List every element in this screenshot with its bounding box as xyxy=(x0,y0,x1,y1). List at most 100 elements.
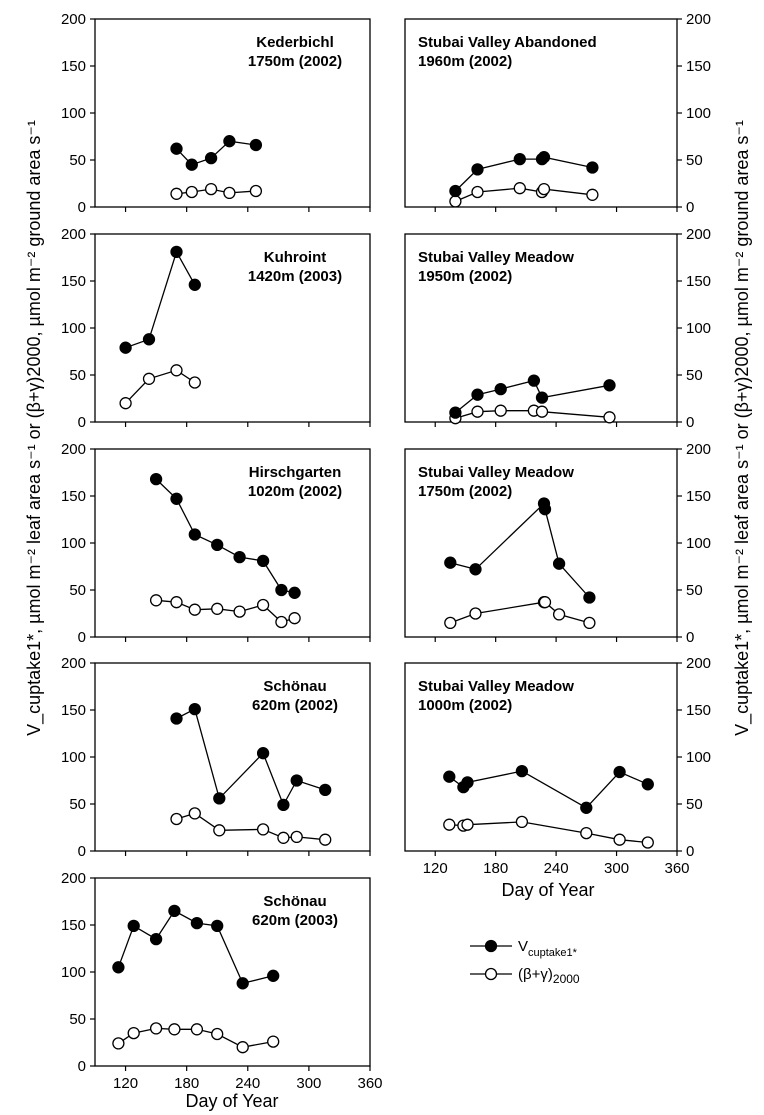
point-open xyxy=(471,185,484,199)
x-tick-label: 120 xyxy=(113,1075,138,1092)
point-filled xyxy=(170,142,183,155)
y-tick-label: 50 xyxy=(69,582,86,599)
panel-title-line1: Stubai Valley Meadow xyxy=(418,249,574,266)
point-filled xyxy=(586,161,599,174)
point-open xyxy=(613,833,626,846)
point-open xyxy=(449,195,462,208)
point-filled xyxy=(188,528,201,541)
legend-filled-marker xyxy=(484,939,498,953)
point-filled xyxy=(288,586,301,599)
x-tick-label: 360 xyxy=(357,1075,382,1092)
point-open xyxy=(515,815,529,829)
point-filled xyxy=(170,245,183,259)
point-filled xyxy=(277,798,290,812)
y-tick-label: 0 xyxy=(78,843,86,860)
point-filled xyxy=(461,776,474,789)
panel-title-line1: Kederbichl xyxy=(256,34,334,51)
point-filled xyxy=(275,583,288,597)
point-open xyxy=(168,1023,181,1036)
x-axis-label-left: Day of Year xyxy=(185,1091,278,1111)
y-tick-label: 200 xyxy=(686,11,711,28)
point-filled xyxy=(552,557,566,570)
point-filled xyxy=(149,472,163,486)
point-filled xyxy=(449,406,462,419)
x-tick-label: 240 xyxy=(235,1075,260,1092)
y-tick-label: 100 xyxy=(61,964,86,981)
point-filled xyxy=(142,333,156,346)
point-filled xyxy=(170,492,183,505)
point-open xyxy=(267,1035,280,1048)
point-open xyxy=(233,605,246,618)
y-tick-label: 200 xyxy=(686,441,711,458)
panel-title-line1: Stubai Valley Abandoned xyxy=(418,34,597,51)
y-tick-label: 0 xyxy=(78,414,86,431)
point-open xyxy=(223,186,236,200)
y-tick-label: 50 xyxy=(686,582,703,599)
y-tick-label: 100 xyxy=(61,749,86,766)
point-open xyxy=(211,602,224,615)
y-tick-label: 200 xyxy=(686,226,711,243)
point-open xyxy=(142,372,156,385)
point-filled xyxy=(256,554,270,568)
point-open xyxy=(127,1026,140,1040)
point-filled xyxy=(515,764,529,778)
point-filled xyxy=(127,919,140,933)
panel-title-line1: Schönau xyxy=(263,893,326,910)
y-tick-label: 0 xyxy=(78,629,86,646)
point-filled xyxy=(211,919,224,933)
point-filled xyxy=(170,712,183,725)
point-filled xyxy=(188,278,201,291)
legend-filled-label: Vcuptake1* xyxy=(518,938,578,959)
y-tick-label: 200 xyxy=(61,441,86,458)
point-open xyxy=(112,1037,125,1050)
x-tick-label: 120 xyxy=(423,860,448,877)
point-open xyxy=(170,187,183,200)
point-open xyxy=(256,598,270,612)
point-filled xyxy=(444,556,457,569)
point-open xyxy=(190,1023,204,1036)
point-open xyxy=(188,603,201,616)
point-filled xyxy=(188,702,201,716)
point-filled xyxy=(583,591,596,604)
y-tick-label: 100 xyxy=(686,535,711,552)
y-tick-label: 50 xyxy=(69,152,86,169)
point-open xyxy=(443,818,456,831)
panel-title-line2: 1000m (2002) xyxy=(418,697,512,714)
point-open xyxy=(170,596,183,609)
series-line-filled xyxy=(125,250,196,349)
y-tick-label: 50 xyxy=(69,367,86,384)
point-open xyxy=(471,405,484,418)
y-tick-label: 0 xyxy=(78,199,86,216)
panel-7: 0 50 100 150 200 Stubai Valley Meadow 1750m (2… xyxy=(404,441,711,646)
point-filled xyxy=(580,801,593,814)
point-filled xyxy=(267,969,280,982)
point-open xyxy=(535,405,549,418)
y-tick-label: 0 xyxy=(78,1058,86,1075)
panel-0: 0 50 100 150 200 Kederbichl 1750m (2002) xyxy=(61,11,371,216)
point-filled xyxy=(471,388,484,401)
point-open xyxy=(641,836,654,849)
panel-3: 0 50 100 150 200 Schönau 620m (2002) xyxy=(61,655,371,860)
y-tick-label: 150 xyxy=(686,488,711,505)
point-filled xyxy=(223,135,236,148)
legend-open-label-main: (β+γ) xyxy=(518,966,553,983)
y-tick-label: 0 xyxy=(686,843,694,860)
y-tick-label: 150 xyxy=(61,488,86,505)
legend-open-label-sub: 2000 xyxy=(553,972,580,986)
point-filled xyxy=(211,538,224,552)
point-open xyxy=(513,182,526,195)
point-filled xyxy=(185,158,198,171)
point-filled xyxy=(443,770,456,783)
panel-title-line1: Stubai Valley Meadow xyxy=(418,678,574,695)
panel-title-line2: 620m (2003) xyxy=(252,912,338,929)
panel-2: 0 50 100 150 200 Hirschgarten 1020m (2002) xyxy=(61,441,371,646)
point-open xyxy=(170,812,183,826)
point-open xyxy=(603,411,616,424)
legend: Vcuptake1* (β+γ)2000 xyxy=(470,938,580,986)
x-axis-label-right: Day of Year xyxy=(501,880,594,900)
point-filled xyxy=(535,391,549,404)
point-filled xyxy=(190,916,204,930)
panel-title-line2: 1950m (2002) xyxy=(418,268,512,285)
y-tick-label: 50 xyxy=(69,796,86,813)
